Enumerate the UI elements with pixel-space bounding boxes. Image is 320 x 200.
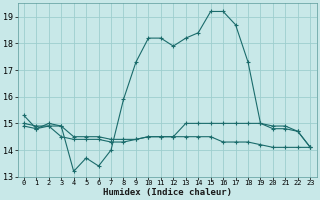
X-axis label: Humidex (Indice chaleur): Humidex (Indice chaleur) <box>103 188 232 197</box>
